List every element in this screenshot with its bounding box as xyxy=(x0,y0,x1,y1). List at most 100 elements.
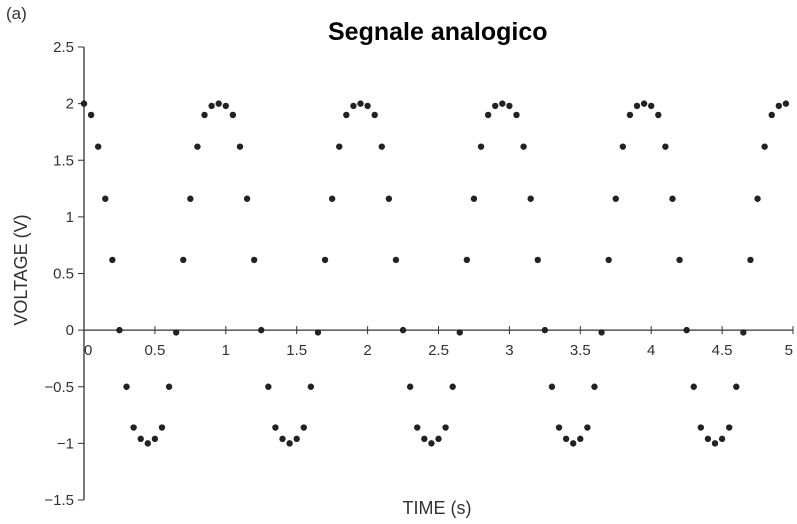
data-point xyxy=(428,440,435,447)
x-tick-label: 3.5 xyxy=(570,342,591,359)
axes xyxy=(83,47,793,500)
data-point xyxy=(463,256,471,264)
data-point xyxy=(605,256,612,264)
data-point xyxy=(584,424,591,431)
data-point xyxy=(421,435,428,443)
data-point xyxy=(222,102,229,110)
data-point xyxy=(775,102,783,110)
data-point xyxy=(336,143,343,150)
data-point xyxy=(378,143,385,150)
y-axis-ticks: 2.5 2 1.5 1 0.5 0 −0.5 −1 −1.5 xyxy=(44,39,84,509)
x-tick-label: 0 xyxy=(84,342,92,359)
data-point xyxy=(201,111,208,119)
data-point xyxy=(194,143,201,150)
data-point xyxy=(470,195,478,202)
data-point xyxy=(562,435,570,443)
y-tick-label: −1.5 xyxy=(44,492,74,509)
data-point xyxy=(740,329,747,336)
data-point xyxy=(527,195,534,202)
data-point xyxy=(690,383,697,390)
data-point xyxy=(669,195,676,202)
data-point xyxy=(626,111,634,119)
data-point xyxy=(102,195,109,202)
data-point xyxy=(704,435,712,443)
y-tick-label: 0.5 xyxy=(53,266,74,283)
data-point xyxy=(293,435,300,443)
data-point xyxy=(258,326,265,334)
data-point xyxy=(761,143,768,150)
data-point xyxy=(499,100,506,107)
data-point xyxy=(570,440,577,447)
data-point xyxy=(243,195,251,202)
data-point xyxy=(633,102,641,110)
data-point xyxy=(541,326,549,334)
x-tick-label: 2.5 xyxy=(428,342,449,359)
data-point xyxy=(442,424,449,431)
data-point xyxy=(187,195,194,202)
x-tick-label: 0.5 xyxy=(144,342,165,359)
y-axis-title: VOLTAGE (V) xyxy=(11,214,31,325)
data-point xyxy=(87,111,95,119)
y-tick-label: 1.5 xyxy=(53,152,74,169)
data-point xyxy=(725,424,733,431)
data-point xyxy=(272,424,279,431)
data-point xyxy=(648,102,655,110)
data-point xyxy=(180,256,187,264)
y-tick-label: 1 xyxy=(66,209,74,226)
data-point xyxy=(137,435,144,443)
x-tick-label: 3 xyxy=(505,342,513,359)
data-point xyxy=(392,256,400,264)
data-point xyxy=(314,329,322,336)
data-point xyxy=(144,440,152,447)
data-point xyxy=(350,102,357,110)
data-point xyxy=(640,100,648,107)
data-point xyxy=(399,326,407,334)
data-point xyxy=(236,143,244,150)
data-point xyxy=(676,256,683,264)
y-tick-label: −0.5 xyxy=(44,379,74,396)
data-point xyxy=(406,383,414,390)
data-point xyxy=(279,435,286,443)
data-point xyxy=(165,383,173,390)
data-point xyxy=(513,111,520,119)
data-point xyxy=(94,143,102,150)
data-point xyxy=(80,100,88,107)
data-point xyxy=(492,102,499,110)
data-point xyxy=(768,111,775,119)
data-point xyxy=(548,383,556,390)
data-point xyxy=(506,102,513,110)
x-axis-title: TIME (s) xyxy=(403,498,472,518)
data-point xyxy=(577,435,584,443)
x-tick-label: 4 xyxy=(647,342,655,359)
y-tick-label: −1 xyxy=(57,435,74,452)
data-point xyxy=(371,111,378,119)
data-point xyxy=(321,256,329,264)
data-point xyxy=(116,326,123,334)
data-point xyxy=(328,195,336,202)
data-point xyxy=(250,256,258,264)
x-axis-ticks: 0 0.5 1 1.5 2 2.5 3 3.5 4 4.5 5 xyxy=(83,326,794,359)
data-point xyxy=(158,424,166,431)
chart-title: Segnale analogico xyxy=(328,18,548,46)
data-point xyxy=(286,440,293,447)
data-point xyxy=(109,256,116,264)
data-point xyxy=(456,329,463,336)
data-point xyxy=(172,329,180,336)
data-point xyxy=(683,326,690,334)
data-point xyxy=(385,195,393,202)
y-tick-label: 0 xyxy=(66,322,74,339)
data-point xyxy=(151,435,159,443)
data-point xyxy=(718,435,726,443)
data-point xyxy=(208,102,215,110)
data-point xyxy=(229,111,237,119)
data-point xyxy=(711,440,719,447)
data-point xyxy=(477,143,485,150)
data-point xyxy=(591,383,598,390)
data-point xyxy=(357,100,364,107)
x-tick-label: 1.5 xyxy=(286,342,307,359)
data-point xyxy=(449,383,456,390)
data-point xyxy=(612,195,619,202)
data-point xyxy=(754,195,761,202)
x-tick-label: 5 xyxy=(785,342,793,359)
